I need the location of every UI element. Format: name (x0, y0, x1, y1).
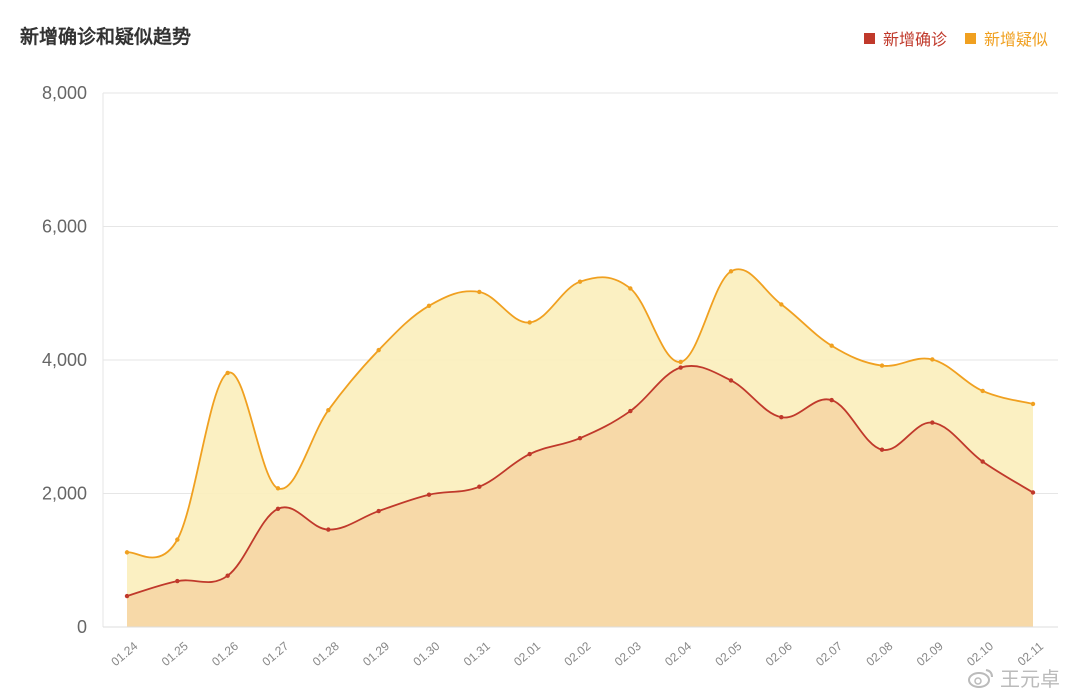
x-tick-label: 02.01 (511, 639, 543, 669)
data-point-suspected (930, 357, 935, 362)
data-point-suspected (326, 407, 331, 413)
x-tick-label: 02.08 (863, 639, 895, 669)
data-point-confirmed (779, 415, 784, 420)
x-tick-label: 01.28 (310, 639, 342, 669)
x-tick-label: 01.25 (159, 639, 191, 669)
x-tick-label: 02.03 (612, 639, 644, 669)
legend-swatch-suspected (964, 32, 976, 44)
data-point-confirmed (426, 492, 432, 497)
data-point-suspected (678, 359, 683, 365)
chart-title: 新增确诊和疑似趋势 (20, 26, 192, 48)
data-point-confirmed (275, 506, 281, 511)
x-tick-label: 02.02 (561, 639, 593, 669)
area-fill-confirmed (127, 365, 1033, 627)
x-tick-label: 02.06 (763, 639, 795, 669)
data-point-suspected (527, 320, 532, 325)
legend-swatch-confirmed (863, 32, 875, 44)
legend-item-confirmed[interactable]: 新增确诊 (863, 26, 947, 50)
data-point-confirmed (980, 459, 985, 464)
data-point-confirmed (628, 408, 633, 414)
data-point-confirmed (577, 435, 583, 441)
data-point-confirmed (477, 484, 482, 489)
data-point-suspected (728, 269, 734, 274)
data-point-confirmed (175, 578, 180, 584)
y-tick-label: 4,000 (42, 350, 87, 370)
x-tick-label: 01.24 (108, 639, 140, 669)
y-tick-label: 6,000 (42, 217, 87, 237)
x-tick-label: 02.04 (662, 639, 694, 669)
series-line-suspected (126, 268, 1034, 559)
data-point-suspected (175, 537, 180, 542)
y-tick-label: 2,000 (42, 484, 87, 504)
x-tick-label: 01.30 (410, 639, 442, 669)
data-point-confirmed (527, 451, 532, 457)
watermark: 王元卓 (968, 663, 1060, 692)
x-tick-label: 02.09 (914, 639, 946, 669)
legend-label-confirmed: 新增确诊 (882, 30, 947, 49)
data-point-suspected (225, 370, 230, 376)
data-point-confirmed (1030, 490, 1036, 495)
data-point-suspected (477, 289, 482, 295)
data-point-suspected (1030, 401, 1036, 407)
data-point-suspected (426, 303, 432, 308)
data-point-suspected (577, 279, 583, 284)
data-point-suspected (628, 286, 633, 291)
y-tick-label: 0 (77, 617, 87, 637)
watermark-text: 王元卓 (1000, 667, 1060, 691)
data-point-confirmed (879, 447, 885, 452)
data-point-confirmed (376, 508, 381, 514)
data-point-confirmed (678, 365, 683, 370)
data-point-confirmed (930, 420, 935, 425)
x-tick-label: 01.27 (259, 639, 291, 669)
x-tick-label: 01.31 (461, 639, 493, 669)
data-point-suspected (376, 347, 381, 353)
weibo-icon (968, 668, 993, 688)
data-point-confirmed (225, 573, 230, 578)
data-point-suspected (980, 388, 985, 394)
data-point-confirmed (326, 527, 331, 532)
x-tick-label: 02.05 (712, 639, 744, 669)
x-tick-label: 01.26 (209, 639, 241, 669)
x-tick-label: 01.29 (360, 639, 392, 669)
x-tick-label: 02.07 (813, 639, 845, 669)
data-point-suspected (829, 343, 834, 348)
y-tick-label: 8,000 (42, 83, 87, 103)
data-point-confirmed (829, 397, 834, 403)
data-point-suspected (879, 363, 885, 368)
legend-label-suspected: 新增疑似 (983, 30, 1048, 49)
data-point-confirmed (124, 593, 130, 599)
legend-item-suspected[interactable]: 新增疑似 (964, 26, 1048, 50)
data-point-confirmed (728, 378, 734, 383)
data-point-suspected (779, 302, 784, 307)
legend: 新增确诊 新增疑似 (863, 26, 1048, 50)
data-point-suspected (275, 486, 281, 491)
data-point-suspected (124, 550, 130, 555)
